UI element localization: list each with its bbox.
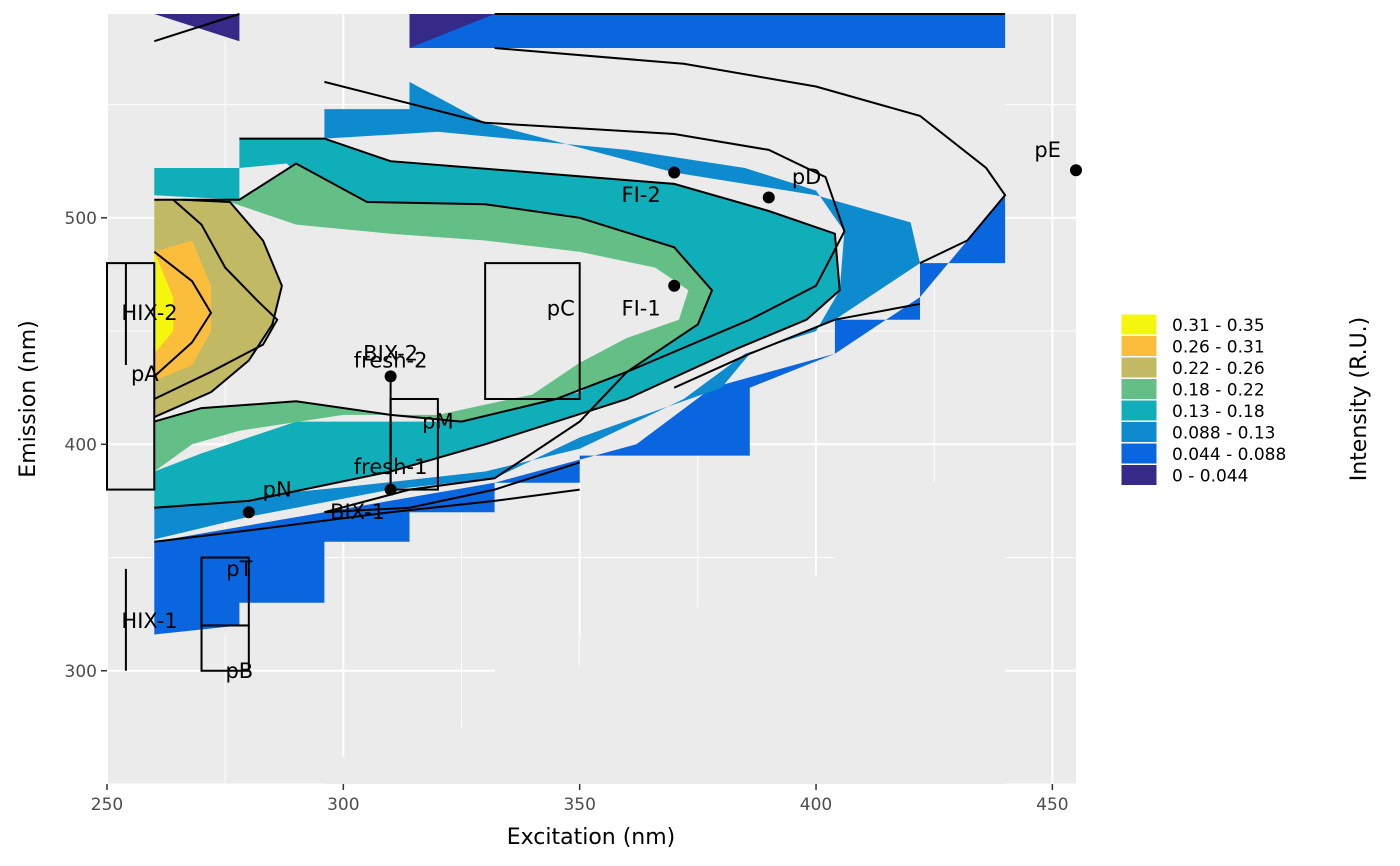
contour-band: [154, 138, 840, 508]
legend-swatch: [1120, 356, 1158, 379]
x-tick-label: 250: [91, 795, 123, 815]
legend-label: 0.18 - 0.22: [1172, 381, 1265, 401]
legend-swatch: [1120, 313, 1158, 336]
legend-swatch: [1120, 335, 1158, 357]
contour-band: [324, 482, 1006, 784]
legend-title: Intensity (R.U.): [1347, 317, 1372, 482]
legend-swatch: [1120, 421, 1158, 443]
contour-line: [154, 137, 841, 509]
contour-lines: [153, 13, 1007, 543]
contour-line: [153, 198, 279, 400]
index-point: [668, 279, 681, 292]
contour-line: [154, 488, 580, 543]
region-rect: [200, 624, 250, 672]
index-point: [762, 191, 775, 204]
legend-swatch: [1120, 464, 1158, 486]
annotation-label: fresh-2: [354, 349, 428, 373]
contour-band: [154, 240, 211, 381]
index-point: [668, 166, 681, 179]
annotation-label: BIX-1: [330, 500, 385, 524]
index-point: [384, 483, 397, 496]
x-axis-title: Excitation (nm): [507, 825, 676, 850]
annotation-label: pC: [547, 296, 575, 320]
contour-band: [154, 138, 240, 200]
annotation-label: pB: [225, 659, 253, 683]
annotation-label: HIX-2: [121, 301, 177, 325]
legend-label: 0 - 0.044: [1172, 467, 1248, 487]
y-tick-label: 500: [65, 209, 97, 229]
legend-swatch: [1120, 399, 1158, 422]
x-axis-ticks: 250 300 350 400 450: [91, 784, 1069, 815]
legend-label: 0.088 - 0.13: [1172, 424, 1275, 444]
contour-line: [324, 461, 581, 514]
contour-line: [153, 198, 283, 419]
annotation-label: HIX-1: [121, 609, 177, 633]
legend-swatch: [1120, 378, 1158, 400]
annotation-label: pM: [422, 410, 453, 434]
annotation-label: pD: [792, 165, 822, 189]
x-tick-label: 400: [800, 795, 832, 815]
contour-line: [153, 251, 213, 378]
legend: 0.31 - 0.350.26 - 0.310.22 - 0.260.18 - …: [1120, 313, 1286, 487]
annotation-label: fresh-1: [354, 455, 428, 479]
annotation-label: pT: [226, 557, 252, 581]
y-axis-ticks: 300 400 500: [65, 209, 107, 682]
legend-label: 0.044 - 0.088: [1172, 445, 1286, 465]
contour-band: [154, 251, 174, 354]
y-axis-title: Emission (nm): [16, 320, 41, 477]
annotation-label: pA: [131, 362, 159, 386]
x-tick-label: 350: [563, 795, 595, 815]
contour-band: [154, 14, 1006, 635]
x-tick-label: 300: [327, 795, 359, 815]
y-tick-label: 400: [65, 435, 97, 455]
y-tick-label: 300: [65, 662, 97, 682]
contour-line: [494, 47, 1007, 265]
index-point: [1070, 164, 1082, 177]
region-rect: [484, 262, 581, 400]
contour-line: [673, 302, 921, 389]
index-points: [242, 164, 1082, 519]
annotation-label: BIX-2: [363, 342, 418, 366]
legend-swatch: [1120, 442, 1158, 465]
contour-line: [154, 162, 714, 423]
contour-line: [324, 80, 846, 514]
annotation-label: pN: [263, 478, 292, 502]
index-point: [384, 370, 397, 383]
legend-label: 0.13 - 0.18: [1172, 402, 1265, 422]
annotation-label: FI-2: [622, 183, 661, 207]
legend-label: 0.31 - 0.35: [1172, 316, 1265, 336]
annotation-label: FI-1: [622, 296, 661, 320]
contour-band: [154, 163, 713, 472]
region-rect: [106, 262, 156, 491]
region-overlays: [106, 262, 581, 672]
legend-label: 0.26 - 0.31: [1172, 338, 1265, 358]
legend-label: 0.22 - 0.26: [1172, 359, 1265, 379]
index-point: [242, 506, 255, 519]
annotation-label: pE: [1034, 138, 1061, 162]
x-tick-label: 450: [1036, 795, 1068, 815]
contour-line: [153, 13, 240, 43]
